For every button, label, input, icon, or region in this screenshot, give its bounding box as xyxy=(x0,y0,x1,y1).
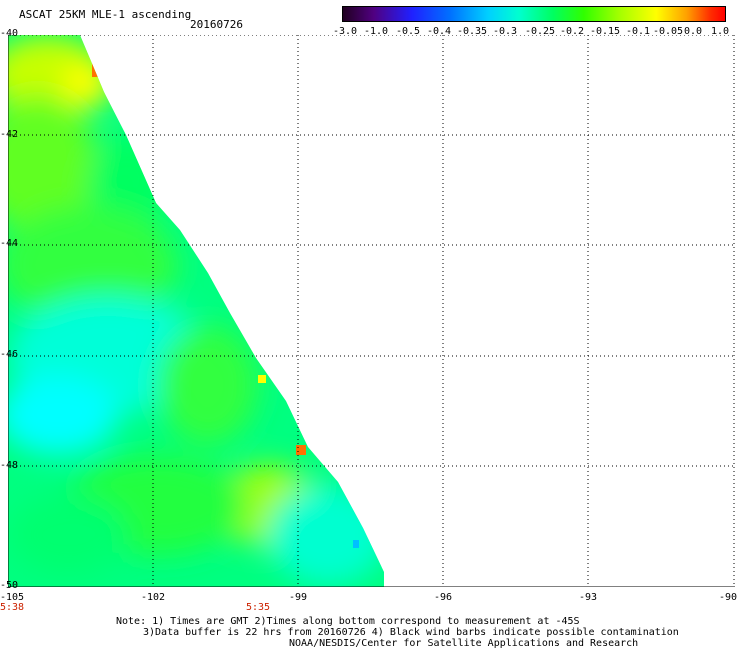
colorbar-label: 1.0 xyxy=(710,26,730,37)
note-line-2: 3)Data buffer is 22 hrs from 20160726 4)… xyxy=(143,627,679,638)
colorbar-label: -1.0 xyxy=(363,26,389,37)
colorbar-label: -3.0 xyxy=(332,26,358,37)
lon-label: -90 xyxy=(718,592,738,603)
lat-label: -46 xyxy=(0,349,19,360)
colorbar-label: -0.5 xyxy=(395,26,421,37)
graticule xyxy=(8,35,735,587)
lon-label: -105 xyxy=(0,592,25,603)
lon-label: -96 xyxy=(433,592,453,603)
lat-label: -40 xyxy=(0,28,19,39)
colorbar-label: -0.2 xyxy=(559,26,585,37)
lat-label: -44 xyxy=(0,238,19,249)
map-date: 20160726 xyxy=(190,18,243,31)
colorbar xyxy=(342,6,726,22)
map-plot-area xyxy=(8,35,735,587)
colorbar-label: -0.3 xyxy=(492,26,518,37)
lon-label: -93 xyxy=(578,592,598,603)
lat-label: -48 xyxy=(0,460,19,471)
lat-label: -50 xyxy=(0,580,19,591)
time-label: 5:38 xyxy=(0,602,25,613)
time-label: 5:35 xyxy=(245,602,271,613)
colorbar-label: -0.05 xyxy=(652,26,684,37)
lon-label: -102 xyxy=(140,592,166,603)
colorbar-label: -0.4 xyxy=(426,26,452,37)
lon-label: -99 xyxy=(288,592,308,603)
note-line-1: Note: 1) Times are GMT 2)Times along bot… xyxy=(116,616,580,627)
colorbar-label: -0.35 xyxy=(456,26,488,37)
swath-data xyxy=(8,35,384,587)
lat-label: -42 xyxy=(0,129,19,140)
map-title: ASCAT 25KM MLE-1 ascending xyxy=(19,8,192,21)
colorbar-label: -0.25 xyxy=(524,26,556,37)
colorbar-label: -0.15 xyxy=(589,26,621,37)
colorbar-label: -0.1 xyxy=(625,26,651,37)
note-line-3: NOAA/NESDIS/Center for Satellite Applica… xyxy=(289,638,639,649)
colorbar-label: 0.0 xyxy=(683,26,703,37)
